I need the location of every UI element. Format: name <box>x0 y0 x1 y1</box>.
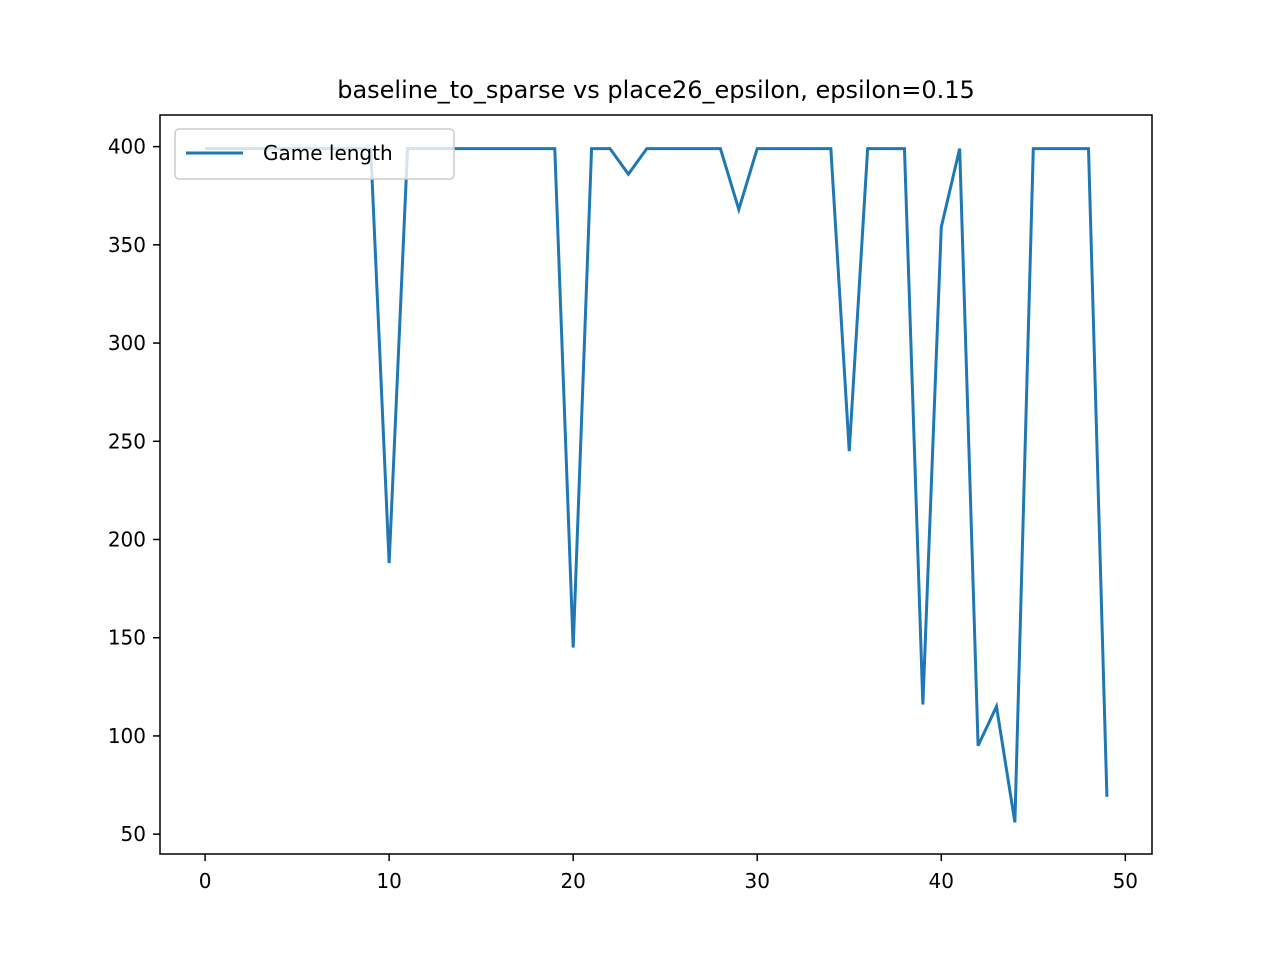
x-tick-label: 0 <box>199 869 212 893</box>
y-tick-label: 300 <box>108 331 146 355</box>
chart-title: baseline_to_sparse vs place26_epsilon, e… <box>337 76 975 104</box>
data-point <box>866 147 869 150</box>
data-point <box>737 208 740 211</box>
data-point <box>793 147 796 150</box>
data-point <box>1087 147 1090 150</box>
legend-label: Game length <box>263 141 393 165</box>
data-point <box>388 562 391 565</box>
data-point <box>498 147 501 150</box>
data-point <box>608 147 611 150</box>
legend-box <box>174 128 455 180</box>
data-point <box>958 147 961 150</box>
data-point <box>1050 147 1053 150</box>
data-point <box>553 147 556 150</box>
data-point <box>756 147 759 150</box>
data-point <box>811 147 814 150</box>
data-point <box>1105 795 1108 798</box>
data-point <box>977 744 980 747</box>
data-point <box>645 147 648 150</box>
data-point <box>480 147 483 150</box>
data-point <box>903 147 906 150</box>
data-point <box>572 646 575 649</box>
data-point <box>848 450 851 453</box>
x-tick-label: 50 <box>1113 869 1138 893</box>
y-tick-label: 50 <box>121 822 146 846</box>
data-point <box>921 703 924 706</box>
x-axis: 0 10 20 30 40 50 <box>199 854 1138 893</box>
y-tick-label: 200 <box>108 528 146 552</box>
data-point <box>940 226 943 229</box>
data-point <box>885 147 888 150</box>
data-point <box>682 147 685 150</box>
data-point <box>664 147 667 150</box>
axes-frame <box>159 114 1153 855</box>
y-tick-label: 150 <box>108 626 146 650</box>
data-point <box>627 173 630 176</box>
x-tick-label: 40 <box>929 869 954 893</box>
data-point <box>516 147 519 150</box>
data-point <box>1032 147 1035 150</box>
data-point <box>774 147 777 150</box>
data-point <box>995 705 998 708</box>
data-point <box>701 147 704 150</box>
y-axis: 50 100 150 200 250 300 350 400 <box>108 135 160 846</box>
data-point <box>1069 147 1072 150</box>
x-tick-label: 20 <box>560 869 585 893</box>
y-tick-label: 250 <box>108 429 146 453</box>
data-point <box>1013 821 1016 824</box>
y-tick-label: 400 <box>108 135 146 159</box>
data-point <box>719 147 722 150</box>
y-tick-label: 100 <box>108 724 146 748</box>
x-tick-label: 30 <box>744 869 769 893</box>
legend: Game length <box>174 128 455 180</box>
data-point <box>829 147 832 150</box>
data-point <box>461 147 464 150</box>
x-tick-label: 10 <box>376 869 401 893</box>
data-point <box>535 147 538 150</box>
data-point <box>590 147 593 150</box>
y-tick-label: 350 <box>108 233 146 257</box>
